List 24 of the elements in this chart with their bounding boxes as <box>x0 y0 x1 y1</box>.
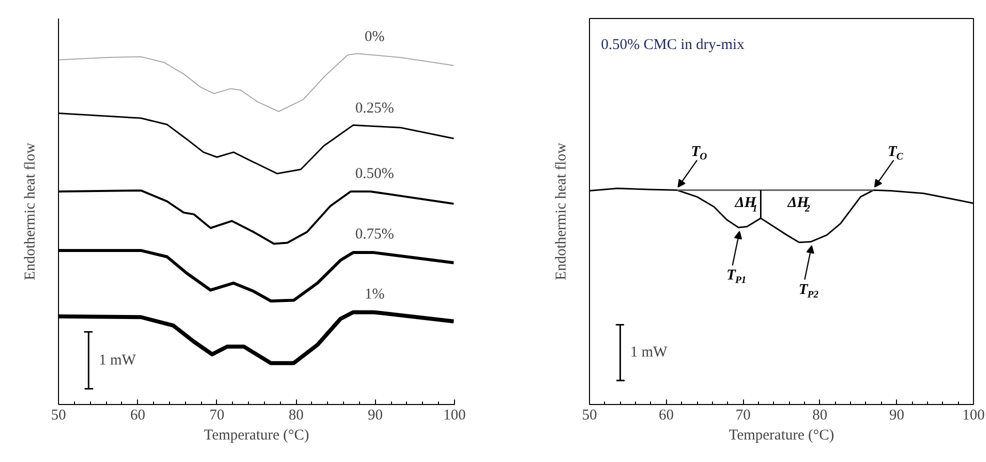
x-tick-label: 80 <box>812 408 828 424</box>
x-axis-title: Temperature (°C) <box>204 428 310 444</box>
annotation: 1 mW <box>630 344 668 361</box>
series-label: 0.75% <box>355 226 394 243</box>
x-axis-title: Temperature (°C) <box>728 428 834 444</box>
x-tick-label: 50 <box>582 408 597 424</box>
x-tick-label: 60 <box>130 408 146 424</box>
x-tick-label: 100 <box>962 408 985 424</box>
series-label: 0.50% <box>355 166 394 182</box>
x-tick-label: 100 <box>443 408 466 424</box>
text: 0.50% CMC in dry-mix <box>601 37 745 54</box>
series-label: 0% <box>364 29 385 46</box>
y-axis-title: Endothermic heat flow <box>554 142 570 280</box>
series-label: 0.25% <box>355 100 394 116</box>
x-tick-label: 60 <box>658 408 674 424</box>
y-axis-title: Endothermic heat flow <box>22 142 38 280</box>
x-tick-label: 70 <box>736 408 751 424</box>
x-tick-label: 70 <box>209 408 224 424</box>
x-tick-label: 50 <box>51 408 66 424</box>
x-tick-label: 90 <box>368 408 383 424</box>
annotation: 1 mW <box>98 352 137 368</box>
x-tick-label: 90 <box>889 408 904 424</box>
x-tick-label: 80 <box>288 408 304 424</box>
series-label: 1% <box>364 286 385 302</box>
